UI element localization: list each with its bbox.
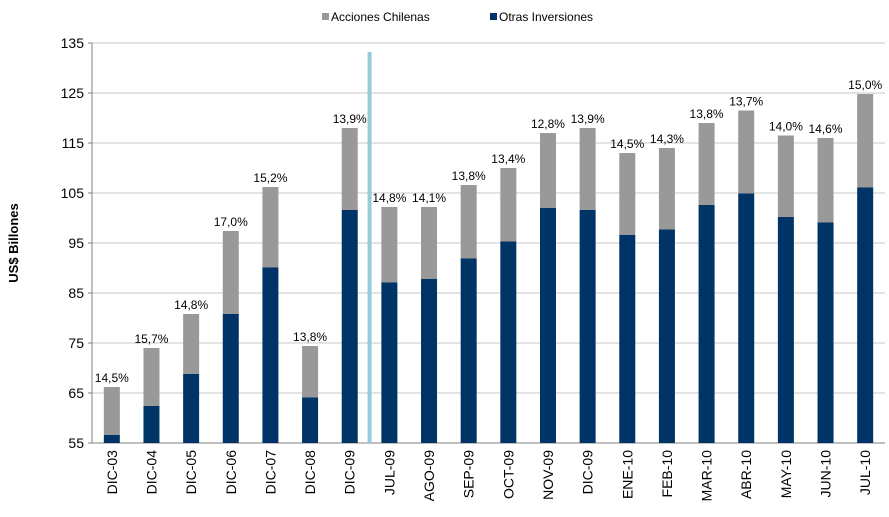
x-tick-label: MAR-10	[699, 450, 715, 502]
bar-segment	[539, 133, 556, 208]
bar-label: 13,9%	[571, 112, 605, 126]
bar-segment	[698, 123, 715, 205]
bar-segment	[341, 210, 358, 443]
bar-segment	[777, 217, 794, 443]
x-tick-label: DIC-06	[223, 450, 239, 495]
bar-segment	[738, 110, 755, 194]
bar-label: 14,0%	[769, 120, 803, 134]
bar-label: 15,7%	[134, 332, 168, 346]
x-tick-label: DIC-09	[580, 450, 596, 495]
bar-segment	[262, 267, 279, 443]
bar-segment	[341, 128, 358, 210]
bar-segment	[460, 258, 477, 443]
bar-segment	[302, 346, 319, 398]
bar-label: 17,0%	[214, 215, 248, 229]
x-tick-label: ABR-10	[738, 450, 754, 499]
bar-segment	[222, 231, 239, 314]
bar-label: 13,8%	[293, 330, 327, 344]
bar-segment	[183, 374, 200, 443]
bar-label: 13,8%	[452, 169, 486, 183]
x-tick-label: MAY-10	[778, 450, 794, 498]
bar-label: 13,8%	[690, 107, 724, 121]
bar-segment	[658, 229, 675, 443]
y-tick-label: 135	[61, 35, 85, 51]
y-tick-label: 125	[61, 85, 85, 101]
x-tick-label: DIC-05	[183, 450, 199, 495]
bar-segment	[738, 193, 755, 443]
y-tick-label: 65	[68, 385, 84, 401]
bar-segment	[817, 138, 834, 223]
bar-segment	[143, 348, 160, 406]
bar-label: 14,5%	[610, 137, 644, 151]
bar-label: 14,8%	[372, 191, 406, 205]
legend-label: Acciones Chilenas	[331, 10, 430, 24]
bar-segment	[460, 185, 477, 259]
bar-segment	[658, 148, 675, 230]
x-tick-label: AGO-09	[421, 450, 437, 502]
legend-label: Otras Inversiones	[499, 10, 593, 24]
y-axis-label: US$ Billones	[6, 203, 21, 282]
bar-segment	[500, 241, 517, 443]
y-tick-label: 115	[62, 135, 85, 151]
y-tick-label: 75	[68, 335, 84, 351]
bar-segment	[381, 282, 398, 443]
x-tick-label: JUN-10	[818, 450, 834, 498]
bar-segment	[857, 187, 874, 443]
bar-segment	[421, 207, 438, 279]
bar-segment	[222, 314, 239, 443]
bar-segment	[777, 135, 794, 217]
legend-swatch	[490, 13, 497, 20]
bar-segment	[539, 208, 556, 443]
bar-segment	[619, 235, 636, 443]
x-tick-label: SEP-09	[461, 450, 477, 498]
bar-label: 15,2%	[253, 171, 287, 185]
x-tick-label: DIC-08	[302, 450, 318, 495]
bar-segment	[302, 397, 319, 443]
x-tick-label: JUL-09	[381, 450, 397, 495]
bar-label: 14,3%	[650, 132, 684, 146]
bar-label: 12,8%	[531, 117, 565, 131]
bar-segment	[579, 210, 596, 443]
x-tick-label: ENE-10	[619, 450, 635, 499]
y-tick-label: 85	[68, 285, 84, 301]
bar-segment	[381, 207, 398, 283]
bar-segment	[579, 128, 596, 210]
bar-segment	[817, 222, 834, 443]
bar-label: 13,4%	[491, 152, 525, 166]
bar-label: 14,5%	[95, 371, 129, 385]
legend-swatch	[322, 13, 329, 20]
x-tick-label: NOV-09	[540, 450, 556, 500]
x-tick-label: DIC-03	[104, 450, 120, 495]
y-tick-label: 105	[61, 185, 85, 201]
bar-segment	[262, 187, 279, 268]
x-tick-label: DIC-04	[143, 450, 159, 495]
bar-label: 14,6%	[809, 122, 843, 136]
bar-segment	[103, 387, 120, 435]
x-tick-label: JUL-10	[857, 450, 873, 495]
bar-label: 14,1%	[412, 191, 446, 205]
bar-label: 14,8%	[174, 298, 208, 312]
x-tick-label: DIC-09	[342, 450, 358, 495]
bar-segment	[500, 168, 517, 242]
bar-label: 13,7%	[729, 95, 763, 109]
bar-segment	[857, 94, 874, 188]
y-tick-label: 55	[68, 435, 84, 451]
x-tick-label: FEB-10	[659, 450, 675, 498]
bar-label: 15,0%	[848, 78, 882, 92]
bar-segment	[421, 279, 438, 443]
bar-label: 13,9%	[333, 112, 367, 126]
x-tick-label: OCT-09	[500, 450, 516, 499]
bar-segment	[619, 153, 636, 235]
x-tick-label: DIC-07	[262, 450, 278, 495]
bar-segment	[143, 406, 160, 443]
y-tick-label: 95	[68, 235, 84, 251]
bar-segment	[183, 314, 200, 374]
bar-segment	[103, 435, 120, 443]
bar-segment	[698, 205, 715, 443]
